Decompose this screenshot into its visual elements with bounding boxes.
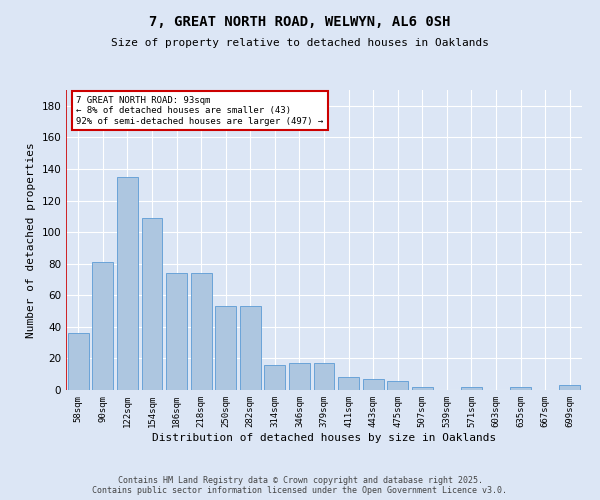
Bar bbox=[166, 273, 187, 390]
Bar bbox=[412, 387, 433, 390]
Y-axis label: Number of detached properties: Number of detached properties bbox=[26, 142, 36, 338]
Bar bbox=[289, 363, 310, 390]
Bar bbox=[92, 262, 113, 390]
Bar bbox=[461, 387, 482, 390]
Bar bbox=[68, 333, 89, 390]
Bar bbox=[314, 363, 334, 390]
Bar bbox=[117, 177, 138, 390]
Bar bbox=[265, 364, 286, 390]
Text: 7 GREAT NORTH ROAD: 93sqm
← 8% of detached houses are smaller (43)
92% of semi-d: 7 GREAT NORTH ROAD: 93sqm ← 8% of detach… bbox=[76, 96, 323, 126]
Bar bbox=[191, 273, 212, 390]
X-axis label: Distribution of detached houses by size in Oaklands: Distribution of detached houses by size … bbox=[152, 432, 496, 442]
Bar bbox=[559, 386, 580, 390]
Bar bbox=[240, 306, 261, 390]
Text: Size of property relative to detached houses in Oaklands: Size of property relative to detached ho… bbox=[111, 38, 489, 48]
Bar bbox=[387, 380, 408, 390]
Bar bbox=[510, 387, 531, 390]
Text: Contains HM Land Registry data © Crown copyright and database right 2025.
Contai: Contains HM Land Registry data © Crown c… bbox=[92, 476, 508, 495]
Bar bbox=[362, 379, 383, 390]
Bar bbox=[142, 218, 163, 390]
Text: 7, GREAT NORTH ROAD, WELWYN, AL6 0SH: 7, GREAT NORTH ROAD, WELWYN, AL6 0SH bbox=[149, 15, 451, 29]
Bar bbox=[338, 378, 359, 390]
Bar bbox=[215, 306, 236, 390]
